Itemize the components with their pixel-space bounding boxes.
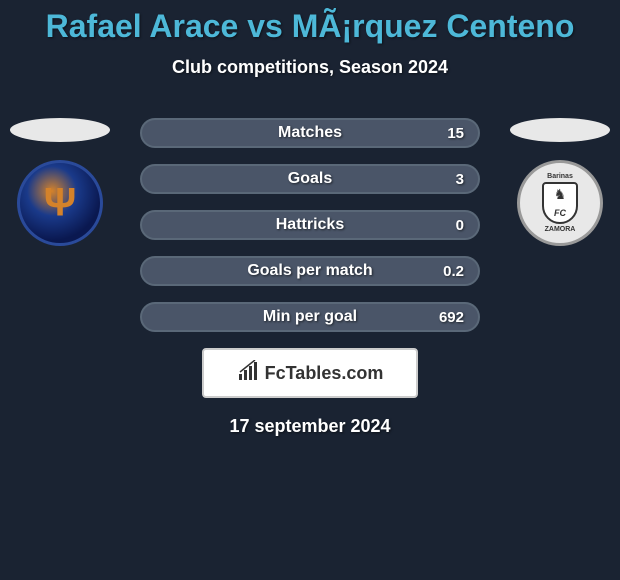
stat-label: Hattricks xyxy=(156,216,464,234)
stat-row-matches: Matches 15 xyxy=(140,118,480,148)
player-right-badge: Barinas ZAMORA xyxy=(517,160,603,246)
stat-label: Goals xyxy=(156,170,464,188)
player-left-column xyxy=(10,118,110,246)
badge-right-bottom-text: ZAMORA xyxy=(545,226,576,233)
comparison-content: Barinas ZAMORA Matches 15 Goals 3 Hattri… xyxy=(0,118,620,437)
stat-row-goals-per-match: Goals per match 0.2 xyxy=(140,256,480,286)
stat-label: Matches xyxy=(156,124,464,142)
player-right-column: Barinas ZAMORA xyxy=(510,118,610,246)
player-right-name-pill xyxy=(510,118,610,142)
page-title: Rafael Arace vs MÃ¡rquez Centeno xyxy=(0,0,620,45)
stat-label: Min per goal xyxy=(156,308,464,326)
brand-text: FcTables.com xyxy=(265,363,384,384)
stat-label: Goals per match xyxy=(156,262,464,280)
date-text: 17 september 2024 xyxy=(0,416,620,437)
subtitle: Club competitions, Season 2024 xyxy=(0,57,620,78)
stat-right-value: 0 xyxy=(456,217,464,234)
stat-right-value: 0.2 xyxy=(443,263,464,280)
chart-icon xyxy=(237,360,259,387)
badge-right-shield-icon xyxy=(542,182,578,224)
player-left-badge xyxy=(17,160,103,246)
badge-right-top-text: Barinas xyxy=(547,173,573,180)
stat-row-min-per-goal: Min per goal 692 xyxy=(140,302,480,332)
player-left-name-pill xyxy=(10,118,110,142)
stat-right-value: 15 xyxy=(447,125,464,142)
stat-row-hattricks: Hattricks 0 xyxy=(140,210,480,240)
brand-box[interactable]: FcTables.com xyxy=(202,348,418,398)
stat-row-goals: Goals 3 xyxy=(140,164,480,194)
stat-right-value: 3 xyxy=(456,171,464,188)
stats-list: Matches 15 Goals 3 Hattricks 0 Goals per… xyxy=(140,118,480,332)
stat-right-value: 692 xyxy=(439,309,464,326)
